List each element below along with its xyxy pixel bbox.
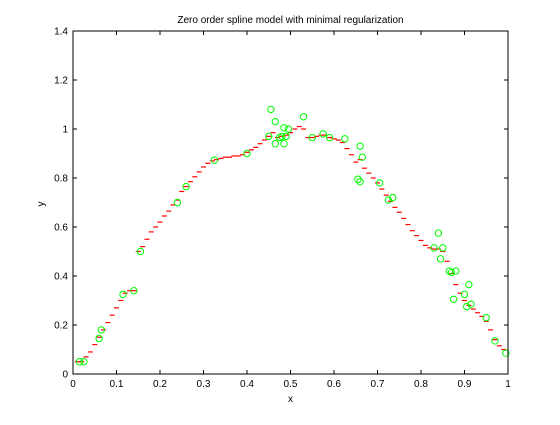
x-tick-label: 0.7 [371,379,385,390]
data-point [278,132,286,141]
x-tick-label: 0.1 [110,379,124,390]
chart-title: Zero order spline model with minimal reg… [177,15,403,26]
data-point [356,142,364,150]
x-tick-label: 0.8 [414,379,428,390]
x-tick-label: 0.6 [327,379,341,390]
data-point [389,193,397,202]
y-tick-label: 0 [62,370,68,381]
data-point [280,140,288,148]
y-tick-label: 0.4 [54,272,68,283]
data-point [447,268,456,277]
data-point [354,175,362,183]
x-tick-label: 0.9 [458,379,472,390]
axis-ticks: 0 0.1 0.2 0.3 0.4 0.5 0.6 0.7 0.8 0.9 1 0 0.2 0.4 0.6 0… [54,27,511,391]
data-point [384,196,393,204]
data-point [358,153,366,161]
data-point [271,140,279,148]
data-point [97,326,105,334]
x-tick-label: 1 [505,379,511,390]
data-point [119,290,127,299]
y-tick-label: 0.6 [54,223,68,234]
data-point [434,229,443,237]
data-point [430,244,438,252]
data-point [452,267,460,275]
data-point [267,105,275,114]
data-point [356,177,364,186]
data-point [243,149,251,158]
y-tick-label: 1 [62,125,68,136]
data-point [491,337,499,345]
y-axis-label: y [36,202,47,207]
data-point [482,313,490,322]
data-point [280,124,288,132]
data-point [210,156,219,164]
data-point [319,130,327,138]
data-point [449,295,458,303]
data-point [308,133,316,142]
data-point [299,113,308,121]
data-point [284,125,293,133]
plot-area [73,31,508,374]
x-tick-label: 0.5 [284,379,298,390]
x-tick-label: 0.3 [197,379,211,390]
x-tick-label: 0.4 [240,379,254,390]
data-point [130,287,138,295]
x-tick-label: 0 [70,379,76,390]
y-tick-label: 1.4 [54,27,68,38]
data-point [95,334,103,343]
data-point [173,198,182,207]
data-points-series [75,105,510,366]
data-point [325,133,334,142]
data-point [265,132,273,141]
data-point [375,179,384,187]
x-tick-label: 0.2 [153,379,167,390]
data-point [467,300,475,308]
data-point [462,302,471,311]
data-point [436,255,445,263]
data-point [460,290,469,299]
data-point [80,358,88,366]
y-tick-label: 0.2 [54,321,68,332]
data-point [502,349,510,357]
data-point [136,247,145,256]
data-point [182,182,190,191]
data-point [282,132,290,141]
data-point [439,244,447,252]
y-tick-label: 0.8 [54,174,68,185]
data-point [271,117,279,126]
y-tick-label: 1.2 [54,76,68,87]
data-point [465,280,473,289]
x-axis-label: x [288,394,293,405]
data-point [75,358,84,366]
data-point [341,135,349,143]
